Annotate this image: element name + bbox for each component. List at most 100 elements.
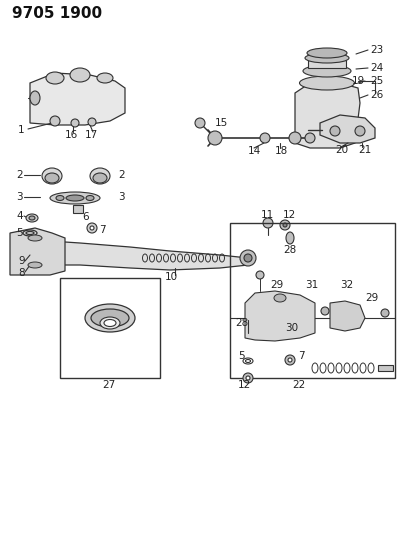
Circle shape: [289, 132, 301, 144]
Circle shape: [240, 250, 256, 266]
Circle shape: [263, 218, 273, 228]
Circle shape: [90, 226, 94, 230]
Text: 10: 10: [165, 272, 178, 282]
Text: 12: 12: [238, 380, 251, 390]
Ellipse shape: [104, 319, 116, 327]
Circle shape: [208, 131, 222, 145]
Text: 20: 20: [335, 145, 348, 155]
Text: 12: 12: [283, 210, 296, 220]
Ellipse shape: [90, 168, 110, 184]
Circle shape: [321, 307, 329, 315]
Text: 19: 19: [352, 76, 365, 86]
Circle shape: [195, 118, 205, 128]
Text: 32: 32: [340, 280, 353, 290]
Text: 22: 22: [292, 380, 305, 390]
Ellipse shape: [66, 195, 84, 201]
Ellipse shape: [56, 196, 64, 200]
Ellipse shape: [46, 72, 64, 84]
Text: 23: 23: [370, 45, 383, 55]
Text: 9: 9: [18, 256, 25, 266]
Text: 28: 28: [283, 245, 296, 255]
Text: 9705 1900: 9705 1900: [12, 5, 102, 20]
Text: 2: 2: [118, 170, 125, 180]
Ellipse shape: [42, 168, 62, 184]
Ellipse shape: [286, 232, 294, 244]
Text: 25: 25: [370, 76, 383, 86]
Text: 28: 28: [235, 318, 248, 328]
Text: 26: 26: [370, 90, 383, 100]
Text: 2: 2: [16, 170, 23, 180]
Circle shape: [283, 223, 287, 227]
Circle shape: [330, 126, 340, 136]
Ellipse shape: [274, 294, 286, 302]
Circle shape: [288, 358, 292, 362]
PathPatch shape: [30, 73, 125, 125]
Circle shape: [305, 133, 315, 143]
Bar: [378, 365, 393, 371]
Ellipse shape: [97, 73, 113, 83]
Text: 8: 8: [18, 268, 25, 278]
Text: 15: 15: [215, 118, 228, 128]
Ellipse shape: [86, 196, 94, 200]
Ellipse shape: [91, 309, 129, 327]
PathPatch shape: [295, 83, 360, 148]
Text: 1: 1: [18, 125, 25, 135]
Bar: [73, 205, 83, 213]
Ellipse shape: [303, 65, 351, 77]
Ellipse shape: [45, 173, 59, 183]
Ellipse shape: [100, 317, 120, 329]
Bar: [60, 278, 160, 378]
Text: 27: 27: [102, 380, 115, 390]
Ellipse shape: [70, 68, 90, 82]
Text: 4: 4: [16, 211, 23, 221]
Circle shape: [244, 254, 252, 262]
Bar: [308, 60, 346, 68]
Text: 3: 3: [118, 192, 125, 202]
Circle shape: [260, 133, 270, 143]
Circle shape: [71, 119, 79, 127]
Circle shape: [50, 116, 60, 126]
Text: 7: 7: [99, 225, 106, 235]
Text: 21: 21: [358, 145, 371, 155]
Text: 29: 29: [270, 280, 283, 290]
Text: 3: 3: [16, 192, 23, 202]
Text: 5: 5: [238, 351, 245, 361]
PathPatch shape: [10, 228, 65, 275]
Circle shape: [381, 309, 389, 317]
Circle shape: [87, 223, 97, 233]
Text: 17: 17: [85, 130, 98, 140]
Text: 29: 29: [365, 293, 378, 303]
Ellipse shape: [307, 48, 347, 58]
Ellipse shape: [93, 173, 107, 183]
Ellipse shape: [300, 76, 355, 90]
Text: 24: 24: [370, 63, 383, 73]
Circle shape: [246, 376, 250, 380]
Ellipse shape: [50, 192, 100, 204]
PathPatch shape: [245, 291, 315, 341]
Text: 7: 7: [298, 351, 305, 361]
Ellipse shape: [85, 304, 135, 332]
Text: 14: 14: [248, 146, 261, 156]
Circle shape: [243, 373, 253, 383]
Ellipse shape: [28, 262, 42, 268]
Ellipse shape: [305, 53, 349, 63]
Ellipse shape: [26, 214, 38, 222]
Circle shape: [355, 126, 365, 136]
Text: 30: 30: [285, 323, 298, 333]
Ellipse shape: [28, 235, 42, 241]
Bar: [230, 223, 395, 378]
Circle shape: [285, 355, 295, 365]
PathPatch shape: [32, 241, 248, 270]
Circle shape: [280, 220, 290, 230]
Ellipse shape: [29, 216, 35, 220]
Text: 16: 16: [65, 130, 78, 140]
Circle shape: [88, 118, 96, 126]
Text: 5: 5: [16, 228, 23, 238]
Text: 31: 31: [305, 280, 318, 290]
Circle shape: [256, 271, 264, 279]
Text: 18: 18: [275, 146, 288, 156]
PathPatch shape: [330, 301, 365, 331]
Text: 6: 6: [82, 212, 89, 222]
Text: 11: 11: [261, 210, 274, 220]
PathPatch shape: [320, 115, 375, 143]
